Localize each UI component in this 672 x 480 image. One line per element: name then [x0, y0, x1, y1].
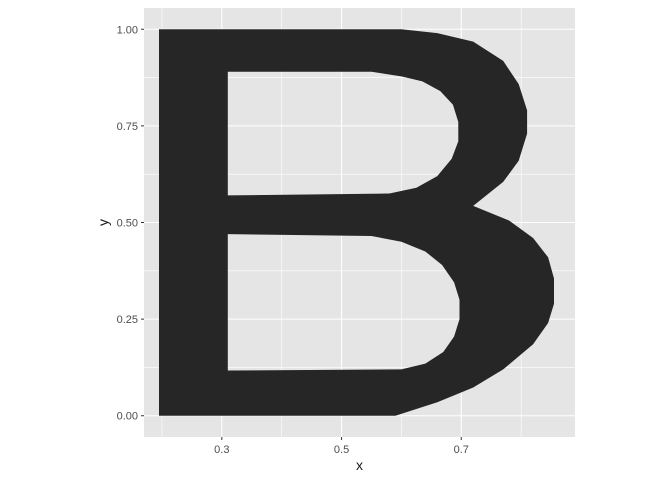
x-tick-label: 0.7: [454, 444, 469, 456]
x-tick-label: 0.3: [214, 444, 229, 456]
y-tick-label: 0.75: [117, 121, 138, 133]
y-tick-label: 0.50: [117, 218, 138, 230]
x-tick-label: 0.5: [334, 444, 349, 456]
y-tick-label: 1.00: [117, 24, 138, 36]
y-tick-label: 0.25: [117, 314, 138, 326]
y-axis-ticks: 0.00 0.25 0.50 0.75 1.00: [117, 24, 144, 422]
x-axis-ticks: 0.3 0.5 0.7: [214, 437, 469, 456]
y-tick-label: 0.00: [117, 411, 138, 423]
x-axis-title: x: [356, 457, 363, 473]
y-axis-title: y: [95, 219, 111, 226]
